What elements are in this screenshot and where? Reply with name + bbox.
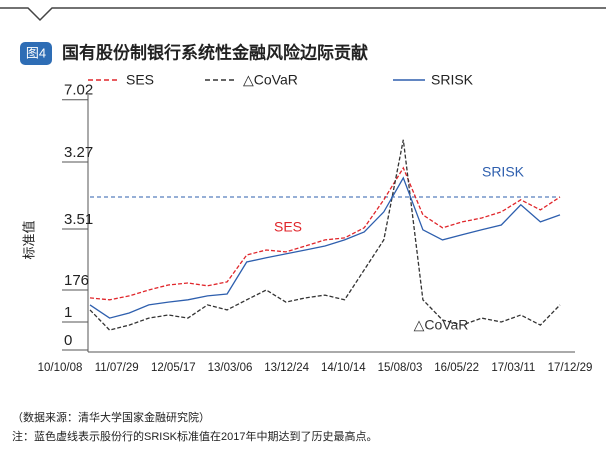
x-tick-label: 17/12/29 xyxy=(548,362,593,374)
x-tick-label: 13/12/24 xyxy=(264,362,309,374)
annotation: SRISK xyxy=(482,164,525,180)
annotation: SES xyxy=(274,219,302,235)
y-axis-label: 标准值 xyxy=(21,220,36,259)
x-tick-label: 11/07/29 xyxy=(95,362,139,374)
y-tick-label: 7.02 xyxy=(64,82,93,99)
chart-title: 国有股份制银行系统性金融风险边际贡献 xyxy=(62,42,368,62)
note: （数据来源：清华大学国家金融研究院） xyxy=(12,410,210,424)
badge-text: 图4 xyxy=(26,45,46,60)
legend-label: SRISK xyxy=(431,72,474,88)
note: 注：蓝色虚线表示股份行的SRISK标准值在2017年中期达到了历史最高点。 xyxy=(12,429,377,443)
legend-label: SES xyxy=(126,72,154,88)
x-tick-label: 16/05/22 xyxy=(434,362,479,374)
x-tick-label: 15/08/03 xyxy=(378,362,423,374)
x-tick-label: 12/05/17 xyxy=(151,362,196,374)
series-line xyxy=(89,139,561,331)
series-line xyxy=(89,166,561,301)
x-tick-label: 14/10/14 xyxy=(321,362,366,374)
y-tick-label: 3.27 xyxy=(64,144,93,161)
x-tick-label: 17/03/11 xyxy=(491,362,535,374)
legend-label: △CoVaR xyxy=(243,72,298,88)
y-tick-label: 3.51 xyxy=(64,211,93,228)
top-rule xyxy=(0,7,606,22)
x-tick-label: 10/10/08 xyxy=(38,362,83,374)
y-tick-label: 0 xyxy=(64,332,72,349)
series-line xyxy=(89,176,561,319)
y-tick-label: 1 xyxy=(64,304,72,321)
annotation: △CoVaR xyxy=(414,317,469,333)
y-tick-label: 176 xyxy=(64,272,89,289)
badge xyxy=(20,42,52,65)
x-tick-label: 13/03/06 xyxy=(208,362,253,374)
